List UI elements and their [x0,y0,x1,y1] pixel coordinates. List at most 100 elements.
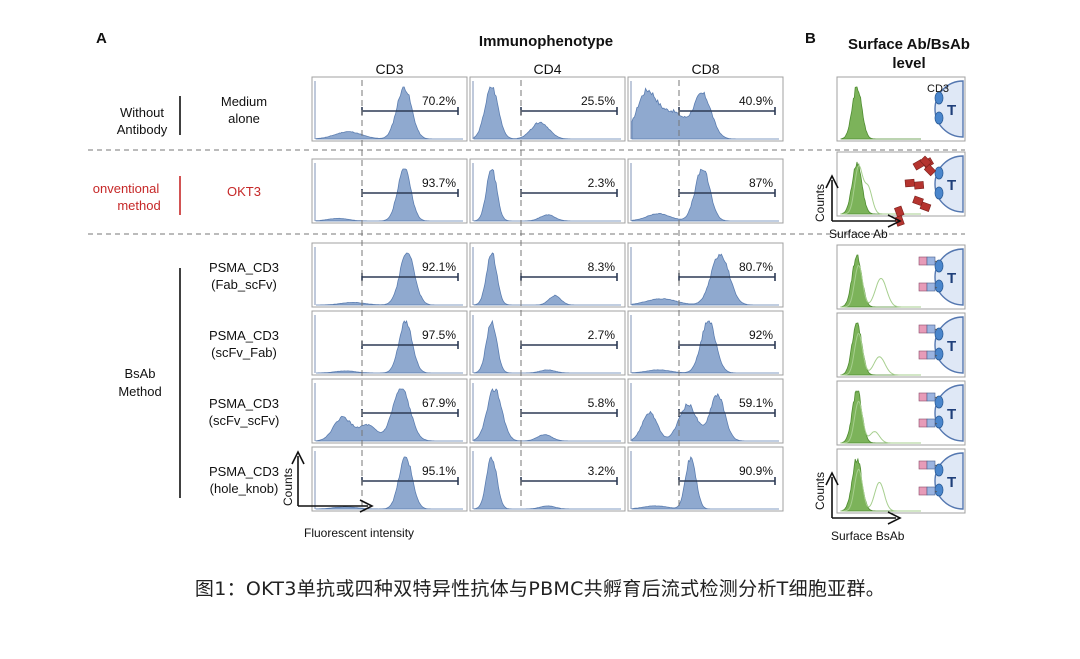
bsab-domain [918,418,928,428]
row-label-5-line1: PSMA_CD3 [209,464,279,479]
bsab-domain [918,392,928,402]
surface-panel-row5: T [836,448,966,514]
cd3-receptor [934,327,944,341]
t-cell-label: T [947,406,956,423]
axis-b2-ylabel: Counts [813,472,827,510]
gated-percent-label: 97.5% [422,328,456,342]
histogram-panel-cd8-row1: 87% [627,158,784,224]
axis-b1-xlabel: Surface Ab [829,227,888,241]
histogram-distribution [473,86,621,140]
surface-histogram-outline [841,468,921,512]
histogram-distribution [315,168,463,222]
axis-b2-xlabel: Surface BsAb [831,529,905,543]
axes-indicator-a: Counts Fluorescent intensity [281,450,414,540]
gated-percent-label: 3.2% [588,464,616,478]
gated-percent-label: 25.5% [581,94,615,108]
histogram-distribution [631,253,779,306]
histogram-distribution [473,456,621,510]
gated-percent-label: 5.8% [588,396,616,410]
row-label-0-line1: Medium [221,94,267,109]
marker-cd8: CD8 [691,61,719,77]
gated-percent-label: 95.1% [422,464,456,478]
histogram-distribution [631,87,779,140]
surface-histogram-outline [841,164,921,215]
panel-b-title-line1: Surface Ab/BsAb [848,36,970,53]
gated-percent-label: 92% [749,328,773,342]
panel-b-title-line2: level [892,55,925,72]
histogram-panel-cd4-row2: 8.3% [469,242,626,308]
surface-histogram-outline [841,332,921,376]
t-cell-label: T [947,177,956,194]
histogram-panel-cd8-row3: 92% [627,310,784,376]
histogram-panel-cd3-row2: 92.1% [311,242,468,308]
t-cell-label: T [947,338,956,355]
histogram-panel-cd4-row4: 5.8% [469,378,626,444]
marker-cd3: CD3 [375,61,403,77]
t-cell-label: T [947,474,956,491]
histogram-panel-cd3-row1: 93.7% [311,158,468,224]
figure-caption: 图1：OKT3单抗或四种双特异性抗体与PBMC共孵育后流式检测分析T细胞亚群。 [194,578,886,600]
histogram-distribution [631,393,779,442]
row-label-3-line1: PSMA_CD3 [209,328,279,343]
histogram-panel-cd4-row5: 3.2% [469,446,626,512]
cd3-receptor [934,186,944,200]
gated-percent-label: 8.3% [588,260,616,274]
group-conventional-line2: method [117,198,160,213]
gated-percent-label: 40.9% [739,94,773,108]
histogram-panel-cd4-row3: 2.7% [469,310,626,376]
histogram-distribution [473,319,621,374]
group-without-line2: Antibody [117,122,168,137]
surface-panel-row0: T CD3 [836,76,966,142]
gated-percent-label: 70.2% [422,94,456,108]
surface-histogram-outline [841,264,921,308]
histogram-panel-cd8-row5: 90.9% [627,446,784,512]
cd3-receptor [934,91,944,105]
cd3-receptor [934,395,944,409]
bsab-domain [918,324,928,334]
histogram-panel-cd3-row0: 70.2% [311,76,468,142]
gated-percent-label: 2.7% [588,328,616,342]
bsab-domain [918,460,928,470]
gated-percent-label: 67.9% [422,396,456,410]
histogram-distribution [315,388,463,442]
cd3-receptor [934,347,944,361]
cd3-receptor [934,463,944,477]
group-bsab-line2: Method [118,384,161,399]
axes-indicator-b2: Counts Surface BsAb [813,471,905,543]
cd3-receptor [934,111,944,125]
cd3-receptor [934,259,944,273]
t-cell-label: T [947,270,956,287]
row-label-2-line2: (Fab_scFv) [211,277,277,292]
row-label-3-line2: (scFv_Fab) [211,345,277,360]
axes-indicator-b1: Counts Surface Ab [813,174,902,241]
axis-a-ylabel: Counts [281,468,295,506]
figure: A Immunophenotype B Surface Ab/BsAb leve… [88,30,970,543]
histogram-panel-cd8-row4: 59.1% [627,378,784,444]
histogram-distribution [473,168,621,222]
bsab-domain [918,350,928,360]
histogram-distribution [473,252,621,306]
gated-percent-label: 2.3% [588,176,616,190]
group-conventional-line1: onventional [93,181,160,196]
marker-headers: CD3 CD4 CD8 [375,61,719,77]
histogram-panel-cd3-row4: 67.9% [311,378,468,444]
histogram-distribution [315,456,463,510]
surface-panel-row1: T [836,151,966,227]
histogram-distribution [631,456,779,510]
panel-a-title: Immunophenotype [479,33,613,50]
histogram-distribution [631,320,779,374]
bsab-domain [918,486,928,496]
panel-b-label: B [805,30,816,47]
axis-b1-ylabel: Counts [813,184,827,222]
histogram-distribution [473,388,621,442]
panel-a-label: A [96,30,107,47]
group-bsab-line1: BsAb [124,366,155,381]
cd3-receptor [934,415,944,429]
marker-cd4: CD4 [533,61,561,77]
row-label-5-line2: (hole_knob) [210,481,279,496]
row-labels: Medium alone OKT3 PSMA_CD3 (Fab_scFv) PSMA_CD… [209,94,280,496]
histogram-panel-cd8-row2: 80.7% [627,242,784,308]
row-label-1-line1: OKT3 [227,184,261,199]
histogram-grid: 70.2% 25.5% 40.9% 93.7% 2.3% 87% 92.1% 8.3% 80.7… [311,76,784,512]
gated-percent-label: 90.9% [739,464,773,478]
